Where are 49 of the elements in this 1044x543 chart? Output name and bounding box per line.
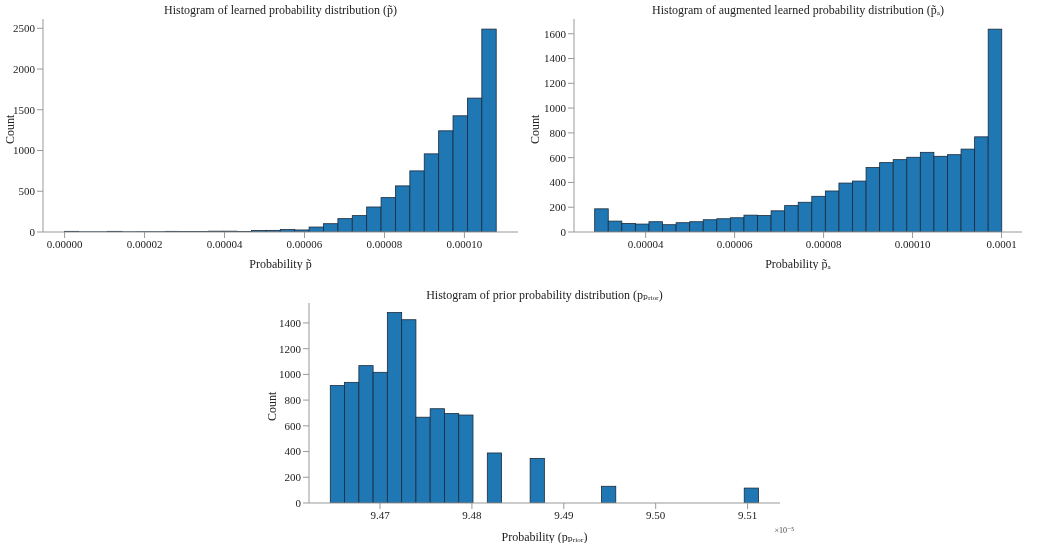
x-tick-label: 9.49 (554, 508, 574, 521)
y-tick-label: 2000 (13, 62, 36, 75)
x-tick-label: 0.00008 (366, 237, 403, 250)
chart-title: Histogram of prior probability distribution (pₚᵣᵢₒᵣ) (425, 288, 664, 303)
text: ×10⁻⁵ (774, 526, 794, 535)
y-tick-label: 800 (284, 394, 302, 407)
y-tick-label: 1400 (544, 52, 567, 65)
y-tick-label: 500 (18, 185, 36, 198)
y-tick-label: 600 (549, 151, 567, 164)
y-tick-label: 1000 (13, 144, 36, 157)
chart-title: Histogram of learned probability distribution (p̃) (163, 3, 398, 18)
y-tick-label: 1000 (279, 368, 302, 381)
x-tick-label: 9.47 (370, 508, 391, 521)
x-tick-label: 0.0001 (986, 237, 1017, 250)
x-tick-label: 9.50 (646, 508, 666, 521)
x-tick-label: 0.00006 (716, 237, 753, 250)
x-tick-label: 0.00010 (446, 237, 483, 250)
x-tick-label: 0.00006 (286, 237, 323, 250)
y-tick-label: 0 (29, 225, 36, 238)
y-tick-label: 400 (549, 176, 567, 189)
x-tick-label: 0.00004 (206, 237, 243, 250)
y-tick-label: 0 (295, 496, 302, 509)
x-tick-label: 0.00004 (627, 237, 664, 250)
x-axis-title: Probability p̃ (249, 257, 312, 271)
y-tick-label: 1500 (13, 103, 36, 116)
y-tick-label: 800 (549, 126, 567, 139)
x-tick-label: 0.00010 (894, 237, 931, 250)
y-tick-label: 1200 (279, 342, 302, 355)
y-tick-label: 1600 (544, 27, 567, 40)
x-tick-label: 9.48 (462, 508, 483, 521)
y-tick-label: 400 (284, 445, 302, 458)
y-tick-label: 600 (284, 419, 302, 432)
x-tick-label: 0.00000 (46, 237, 83, 250)
y-tick-label: 1200 (544, 77, 567, 90)
y-tick-label: 1000 (544, 102, 567, 114)
y-tick-label: 2500 (13, 22, 36, 35)
y-axis-title: Count (264, 391, 280, 421)
x-tick-label: 9.51 (737, 508, 758, 521)
y-tick-label: 1400 (279, 316, 302, 329)
y-axis-title: Count (527, 114, 543, 144)
y-axis-title: Count (2, 114, 17, 144)
y-tick-label: 200 (284, 471, 302, 484)
x-tick-label: 0.00002 (126, 237, 163, 250)
x-axis-title: Probability p̃ₐ (765, 257, 832, 271)
y-tick-label: 0 (560, 225, 567, 238)
y-tick-label: 200 (549, 201, 567, 214)
x-axis-title: Probability (pₚᵣᵢₒᵣ) (501, 530, 588, 543)
x-tick-label: 0.00008 (805, 237, 842, 250)
chart-title: Histogram of augmented learned probability distribution (p̃ₐ) (651, 3, 945, 18)
